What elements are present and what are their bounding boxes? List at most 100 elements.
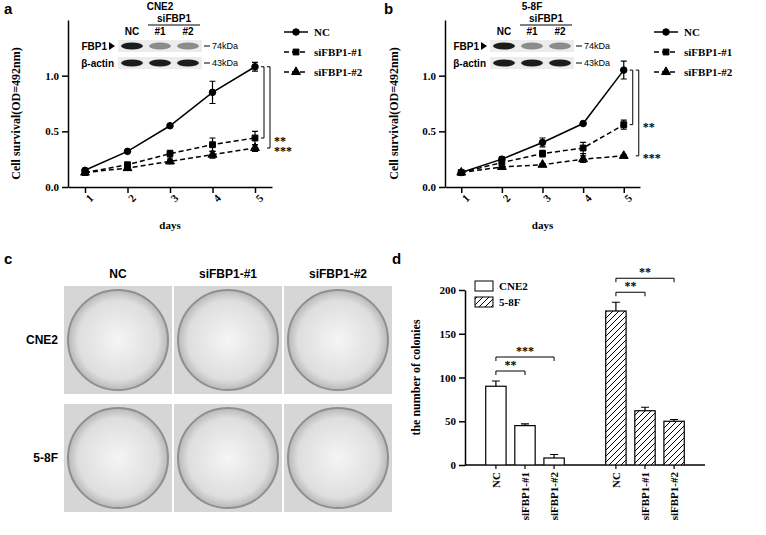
significance-label: ** (639, 265, 651, 279)
significance-bracket (636, 70, 639, 156)
marker (209, 89, 216, 96)
marker (580, 145, 586, 151)
tick-label: 1.0 (422, 70, 436, 82)
significance-label: *** (643, 151, 661, 165)
tick-mark (459, 465, 465, 467)
blot-size: 43kDa (584, 58, 610, 68)
panel-label: a (4, 0, 13, 17)
tick-label: 3 (168, 191, 181, 204)
bar (544, 458, 564, 465)
tick-mark (615, 465, 616, 469)
tick: 1 (459, 187, 471, 204)
tick-mark (439, 131, 445, 133)
tick: 1.0 (45, 70, 68, 82)
y-axis-title: Cell survival(OD=492nm) (9, 47, 23, 180)
bar (664, 421, 684, 465)
significance-label: ** (643, 120, 655, 134)
tick-label: 1 (459, 192, 471, 204)
tick-label: 4 (211, 191, 224, 204)
series (81, 143, 260, 175)
tick-label: 200 (440, 284, 457, 296)
legend-marker (663, 29, 670, 36)
marker (457, 167, 466, 175)
tick-mark (524, 465, 525, 469)
error-bar (621, 61, 627, 79)
tick-label: 1 (83, 192, 95, 204)
blot-band (549, 60, 571, 67)
tick-label: 5 (253, 191, 266, 204)
legend-marker (663, 49, 669, 55)
tick: 2 (500, 187, 513, 204)
row-label: CNE2 (26, 333, 58, 347)
tick-label: 150 (440, 328, 457, 340)
error-bar (641, 407, 649, 411)
significance-bracket (267, 67, 270, 148)
tick-label: 0.5 (45, 125, 59, 137)
tick-mark (439, 75, 445, 77)
marker (81, 167, 90, 175)
blot-band (549, 43, 571, 50)
blot-size: 74kDa (584, 41, 610, 51)
tick-label: NC (490, 472, 502, 488)
legend-label: NC (314, 26, 330, 38)
marker (620, 67, 627, 74)
plate-frame (284, 286, 392, 394)
plate (178, 408, 278, 508)
tick-mark (62, 75, 68, 77)
axis: 12345 (446, 187, 641, 204)
significance-bracket (261, 67, 264, 138)
axis: 050100150200 (440, 284, 466, 471)
tick-mark (644, 465, 645, 469)
y-axis-title: the number of colonies (409, 319, 423, 435)
tick: 0.5 (422, 125, 445, 137)
marker (167, 122, 174, 129)
series (82, 131, 258, 175)
error-bar (210, 81, 216, 103)
tick: 1.0 (422, 70, 445, 82)
line (461, 156, 624, 173)
series (82, 62, 259, 173)
blot-band (177, 43, 199, 50)
marker (252, 135, 258, 141)
tick-label: 1.0 (45, 70, 59, 82)
tick: 50 (445, 415, 465, 427)
error-bar (621, 120, 627, 129)
plate-frame (284, 404, 392, 512)
tick: 0 (451, 459, 466, 471)
panel-label: c (4, 250, 12, 267)
tick-mark (459, 334, 465, 336)
western-blot: 5-8FsiFBP1NC#1#2FBP174kDaβ-actin43kDa (453, 1, 610, 69)
tick: 4 (581, 187, 594, 204)
tick-mark (459, 421, 465, 423)
blot-band (149, 43, 171, 50)
line (461, 70, 624, 172)
marker (210, 142, 216, 148)
error-bar (612, 302, 620, 311)
tick-label: 2 (126, 191, 139, 204)
axis: 0.00.51.0 (45, 21, 68, 194)
blot-band (521, 43, 543, 50)
tick: 5 (622, 187, 635, 204)
error-bar (252, 62, 258, 71)
plate-frame (174, 404, 282, 512)
series (458, 61, 627, 176)
blot-arrow (109, 42, 115, 50)
legend: CNE25-8F (475, 280, 528, 308)
marker (252, 63, 259, 70)
plate-frame (64, 286, 172, 394)
axis: 1 2 3 4 5 (69, 187, 273, 204)
column-label: siFBP1-#1 (199, 267, 257, 281)
legend-label: CNE2 (499, 280, 528, 292)
tick-label: 5 (622, 191, 635, 204)
tick: 4 (211, 187, 224, 204)
significance-bracket (630, 70, 633, 125)
blot-lane: #2 (554, 26, 566, 37)
marker (538, 160, 547, 168)
legend-label: siFBP1-#1 (684, 46, 732, 58)
tick-label: 4 (581, 191, 594, 204)
tick: 150 (440, 328, 466, 340)
blot-size: 43kDa (212, 58, 238, 68)
line (85, 138, 255, 173)
marker (619, 151, 628, 159)
blot-background (118, 57, 202, 69)
